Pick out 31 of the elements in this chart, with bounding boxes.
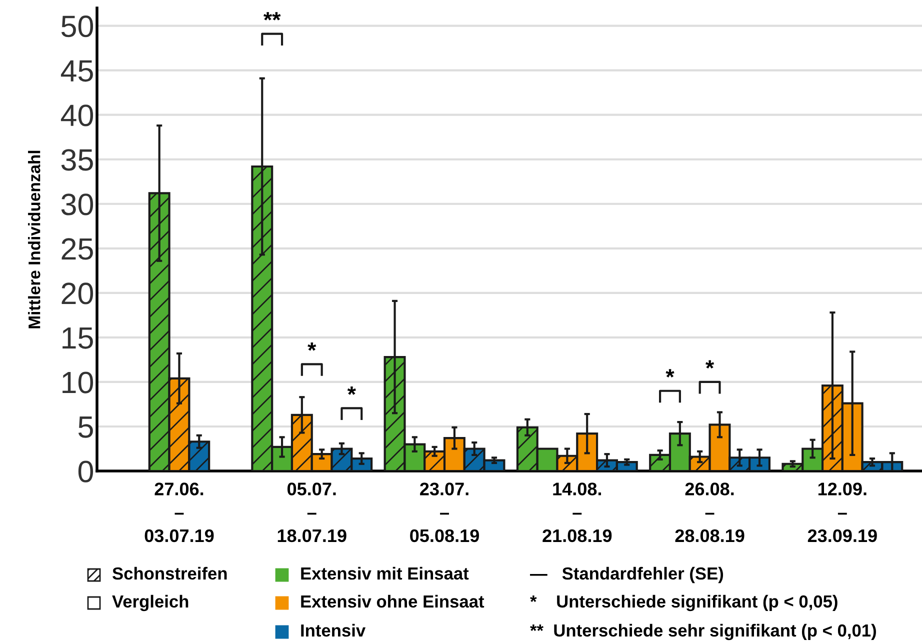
y-tick-label: 10 (62, 372, 94, 394)
annotation: * (308, 342, 316, 351)
y-tick-label: 5 (78, 416, 93, 438)
y-tick-label: 15 (62, 327, 93, 349)
x-tick-label: 12.09. – 23.09.19 (808, 482, 877, 542)
text: * Unterschiede signifikant (p < 0,05) (530, 594, 838, 612)
text: ** Unterschiede sehr signifikant (p < 0,01) (530, 624, 876, 640)
annotation: * (666, 369, 674, 378)
text: Intensiv (301, 624, 366, 637)
text: Extensiv ohne Einsaat (301, 594, 484, 608)
y-tick-label: 50 (61, 16, 94, 38)
y-tick-label: 35 (61, 149, 93, 171)
x-tick-label: 27.06. – 03.07.19 (144, 482, 214, 542)
annotation: * (347, 386, 356, 395)
y-tick-label: 30 (61, 194, 94, 216)
x-tick-label: 05.07. – 18.07.19 (278, 482, 346, 542)
y-tick-label: 25 (62, 238, 93, 260)
y-tick-label: 45 (60, 60, 93, 82)
x-tick-label: 23.07. – 05.08.19 (410, 482, 479, 542)
x-tick-label: 26.08. – 28.08.19 (675, 482, 744, 542)
y-axis-title: Mittlere Individuenzahl (28, 150, 40, 328)
text: Schonstreifen (112, 566, 227, 580)
y-tick-label: 20 (62, 282, 94, 304)
text: Extensiv mit Einsaat (301, 566, 469, 580)
y-tick-label: 0 (78, 460, 94, 482)
text: — Standardfehler (SE) (530, 566, 724, 584)
y-tick-label: 40 (60, 104, 94, 126)
x-tick-label: 14.08. – 21.08.19 (542, 482, 612, 542)
annotation: ** (263, 12, 281, 20)
annotation: * (706, 360, 714, 369)
text: Vergleich (112, 594, 188, 612)
